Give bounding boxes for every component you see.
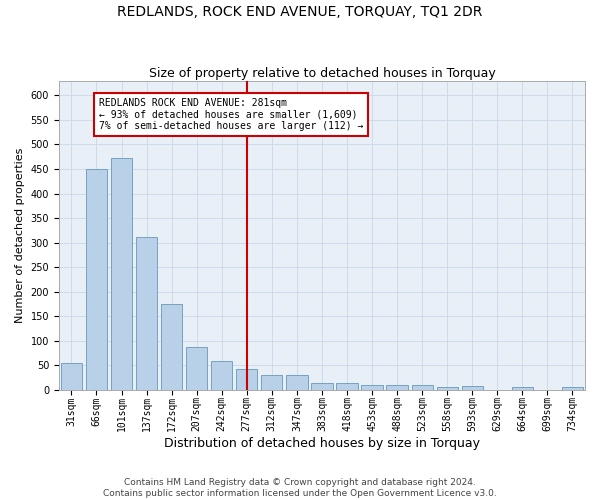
Bar <box>337 382 358 390</box>
Text: REDLANDS, ROCK END AVENUE, TORQUAY, TQ1 2DR: REDLANDS, ROCK END AVENUE, TORQUAY, TQ1 … <box>118 5 482 19</box>
Bar <box>86 169 107 390</box>
Bar <box>186 346 208 390</box>
Bar <box>261 375 283 390</box>
Bar <box>512 388 533 390</box>
Title: Size of property relative to detached houses in Torquay: Size of property relative to detached ho… <box>149 66 496 80</box>
Bar <box>161 304 182 390</box>
Bar <box>562 388 583 390</box>
Bar <box>461 386 483 390</box>
Bar <box>361 385 383 390</box>
Text: REDLANDS ROCK END AVENUE: 281sqm
← 93% of detached houses are smaller (1,609)
7%: REDLANDS ROCK END AVENUE: 281sqm ← 93% o… <box>99 98 364 131</box>
Bar <box>211 362 232 390</box>
Bar <box>236 369 257 390</box>
Bar <box>386 385 408 390</box>
X-axis label: Distribution of detached houses by size in Torquay: Distribution of detached houses by size … <box>164 437 480 450</box>
Bar <box>412 385 433 390</box>
Bar <box>286 374 308 390</box>
Y-axis label: Number of detached properties: Number of detached properties <box>15 148 25 323</box>
Bar <box>61 364 82 390</box>
Bar <box>136 238 157 390</box>
Text: Contains HM Land Registry data © Crown copyright and database right 2024.
Contai: Contains HM Land Registry data © Crown c… <box>103 478 497 498</box>
Bar <box>311 382 332 390</box>
Bar <box>111 158 132 390</box>
Bar <box>437 387 458 390</box>
